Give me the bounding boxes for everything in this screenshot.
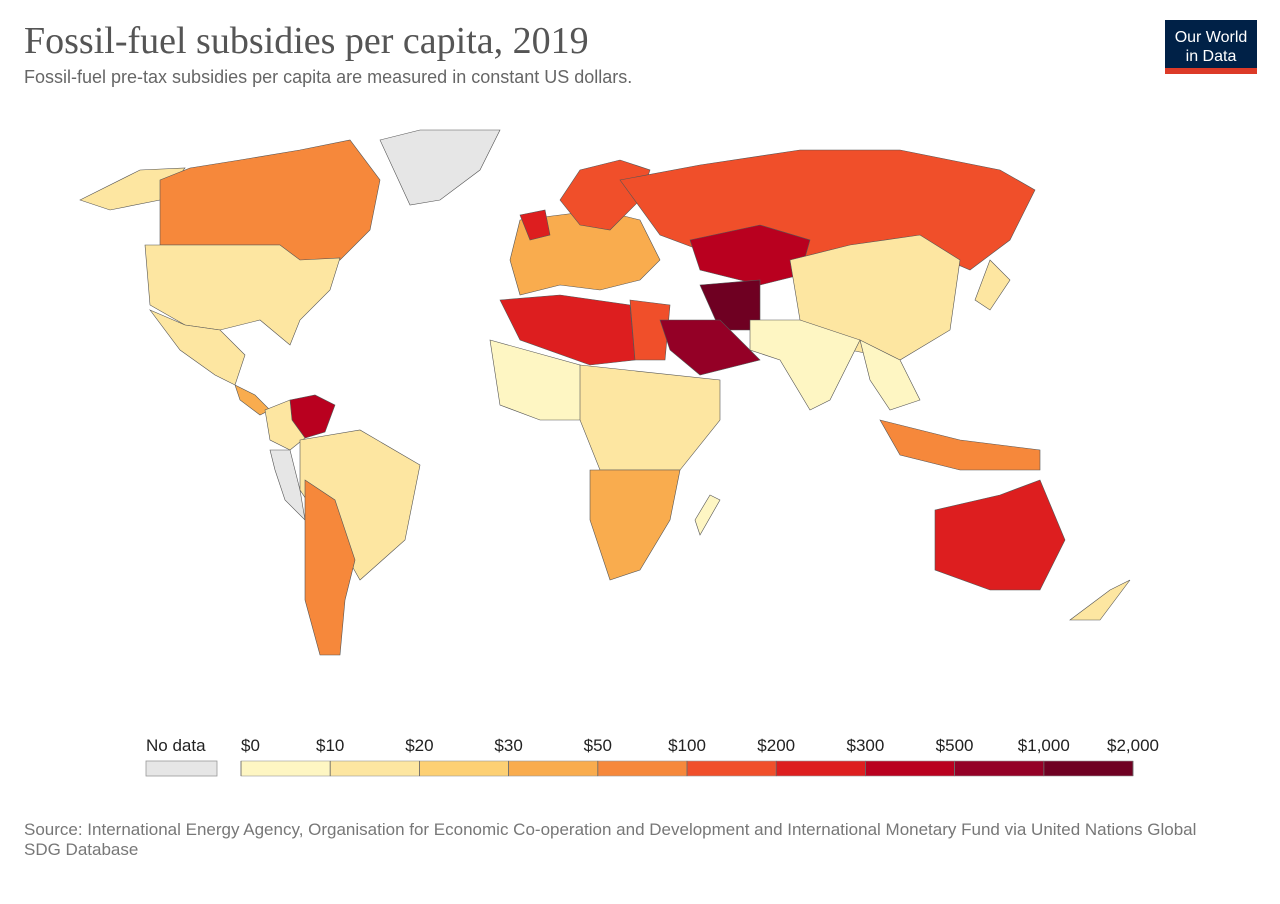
egypt [629, 299, 671, 361]
legend-swatch [508, 760, 599, 777]
legend-tick-label: $0 [241, 736, 260, 755]
legend-swatch [240, 760, 331, 777]
saudi-arabia [659, 319, 761, 376]
legend: No data $0 $10 $20 $30 $50 $100 $200 $300 $500 $1… [145, 736, 1159, 777]
legend-tick-label: $1,000 [1018, 736, 1070, 755]
legend-swatch [329, 760, 420, 777]
legend-tick-label: $200 [757, 736, 795, 755]
madagascar [694, 494, 721, 536]
legend-swatch [1043, 760, 1134, 777]
no-data-label: No data [146, 736, 206, 755]
logo: Our World in Data [1165, 20, 1257, 74]
legend-tick-label: $20 [405, 736, 433, 755]
new-zealand [1069, 579, 1131, 621]
world-map [79, 129, 1131, 656]
source: Source: International Energy Agency, Org… [24, 820, 1197, 859]
logo-bar [1165, 68, 1257, 74]
west-africa [489, 339, 591, 421]
usa [144, 244, 341, 346]
indonesia [879, 419, 1041, 471]
central-africa [579, 364, 721, 471]
greenland [379, 129, 501, 206]
logo-box [1165, 20, 1257, 68]
logo-text: Our World [1175, 29, 1248, 46]
argentina-chile [304, 479, 356, 656]
legend-swatch [865, 760, 955, 777]
subtitle: Fossil-fuel pre-tax subsidies per capita… [24, 67, 632, 87]
mexico [149, 309, 246, 386]
legend-swatch [775, 760, 866, 777]
legend-swatch [954, 760, 1045, 777]
legend-tick-label: $500 [936, 736, 974, 755]
uk [519, 209, 551, 241]
legend-swatch [597, 760, 688, 777]
india [749, 319, 861, 411]
australia [934, 479, 1066, 591]
central-america [234, 384, 271, 416]
legend-tick-label: $10 [316, 736, 344, 755]
southeast-asia [859, 339, 921, 411]
legend-swatch [686, 760, 777, 777]
legend-tick-label: $2,000 [1107, 736, 1159, 755]
legend-tick-label: $300 [846, 736, 884, 755]
legend-tick-label: $50 [584, 736, 612, 755]
title: Fossil-fuel subsidies per capita, 2019 [24, 20, 589, 62]
legend-tick-label: $100 [668, 736, 706, 755]
no-data-swatch [145, 760, 218, 777]
southern-africa [589, 469, 681, 581]
japan [974, 259, 1011, 311]
legend-tick-label: $30 [494, 736, 522, 755]
colombia [264, 399, 306, 451]
legend-swatch [419, 760, 509, 777]
logo-text: in Data [1186, 48, 1237, 65]
